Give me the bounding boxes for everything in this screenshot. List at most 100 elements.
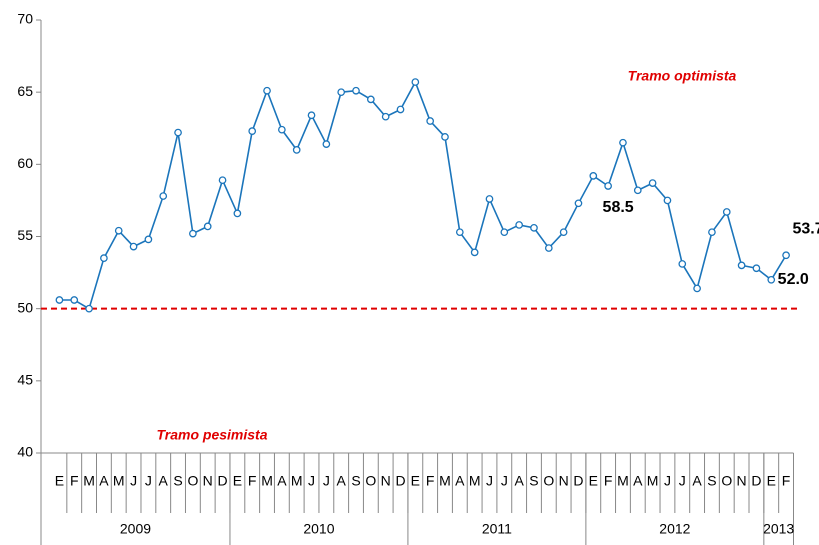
x-tick-label: E bbox=[589, 473, 598, 489]
x-tick-label: O bbox=[365, 473, 376, 489]
data-point bbox=[396, 105, 405, 114]
x-tick-label: A bbox=[692, 473, 702, 489]
data-point bbox=[470, 248, 479, 257]
x-tick-label: N bbox=[381, 473, 391, 489]
data-point bbox=[248, 127, 257, 135]
data-point bbox=[278, 125, 286, 134]
x-tick-label: J bbox=[145, 473, 152, 489]
x-tick-label: M bbox=[291, 473, 303, 489]
x-tick-label: E bbox=[233, 473, 242, 489]
data-point bbox=[678, 260, 687, 268]
x-tick-label: D bbox=[573, 473, 583, 489]
x-tick-label: M bbox=[83, 473, 95, 489]
data-point bbox=[114, 226, 123, 235]
data-point bbox=[366, 95, 375, 104]
data-point bbox=[500, 228, 509, 237]
data-point bbox=[100, 254, 108, 262]
x-tick-label: M bbox=[617, 473, 629, 489]
x-tick-label: N bbox=[737, 473, 747, 489]
data-point bbox=[619, 138, 627, 147]
y-tick-label: 45 bbox=[17, 372, 33, 388]
data-point bbox=[263, 86, 271, 95]
annotation: Tramo optimista bbox=[628, 68, 737, 84]
data-label: 52.0 bbox=[778, 271, 809, 288]
x-tick-label: N bbox=[203, 473, 213, 489]
data-point bbox=[752, 264, 761, 273]
x-tick-label: M bbox=[647, 473, 659, 489]
x-tick-label: A bbox=[99, 473, 109, 489]
data-point bbox=[70, 296, 79, 304]
y-tick-label: 70 bbox=[17, 11, 33, 27]
x-tick-label: A bbox=[159, 473, 169, 489]
data-line bbox=[59, 80, 787, 310]
y-tick-label: 60 bbox=[17, 155, 33, 171]
data-point bbox=[767, 275, 776, 284]
x-tick-label: F bbox=[248, 473, 257, 489]
data-point bbox=[129, 242, 138, 251]
x-tick-label: E bbox=[55, 473, 64, 489]
data-point bbox=[426, 117, 435, 125]
data-point bbox=[737, 261, 746, 270]
data-point bbox=[722, 208, 731, 216]
x-tick-label: M bbox=[469, 473, 481, 489]
data-point bbox=[559, 228, 568, 237]
data-point bbox=[307, 111, 316, 120]
x-tick-label: D bbox=[751, 473, 761, 489]
x-tick-label: A bbox=[514, 473, 524, 489]
y-tick-label: 55 bbox=[17, 227, 33, 243]
x-tick-label: N bbox=[559, 473, 569, 489]
data-point bbox=[441, 133, 449, 141]
x-tick-label: S bbox=[173, 473, 182, 489]
x-tick-label: J bbox=[130, 473, 137, 489]
data-point bbox=[455, 228, 464, 237]
x-tick-label: S bbox=[351, 473, 360, 489]
data-point bbox=[589, 172, 598, 180]
data-point bbox=[633, 186, 642, 195]
y-tick-label: 50 bbox=[17, 299, 33, 315]
data-point bbox=[515, 221, 523, 229]
x-tick-label: S bbox=[529, 473, 538, 489]
data-point bbox=[530, 223, 538, 232]
data-point bbox=[693, 284, 701, 293]
data-point bbox=[782, 251, 790, 260]
x-tick-label: A bbox=[633, 473, 643, 489]
data-point bbox=[322, 140, 331, 148]
x-tick-label: J bbox=[323, 473, 330, 489]
x-tick-label: O bbox=[543, 473, 554, 489]
data-point bbox=[292, 146, 301, 154]
x-tick-label: A bbox=[455, 473, 465, 489]
y-tick-label: 40 bbox=[17, 444, 33, 460]
x-tick-label: A bbox=[277, 473, 287, 489]
year-label: 2012 bbox=[659, 521, 690, 537]
data-point bbox=[411, 78, 420, 86]
year-label: 2013 bbox=[763, 521, 794, 537]
data-point bbox=[604, 182, 612, 190]
data-point bbox=[574, 199, 583, 208]
x-tick-label: A bbox=[337, 473, 347, 489]
x-tick-label: J bbox=[679, 473, 686, 489]
data-point bbox=[174, 128, 182, 137]
x-tick-label: J bbox=[664, 473, 671, 489]
x-tick-label: M bbox=[261, 473, 273, 489]
data-point bbox=[85, 304, 93, 313]
x-tick-label: M bbox=[113, 473, 125, 489]
data-point bbox=[55, 296, 64, 304]
data-point bbox=[218, 176, 227, 185]
x-tick-label: F bbox=[426, 473, 435, 489]
data-point bbox=[352, 86, 360, 95]
x-tick-label: O bbox=[187, 473, 198, 489]
x-tick-label: S bbox=[707, 473, 716, 489]
x-tick-label: E bbox=[767, 473, 776, 489]
data-label: 58.5 bbox=[603, 199, 634, 216]
data-point bbox=[189, 229, 197, 238]
x-tick-label: D bbox=[217, 473, 227, 489]
data-point bbox=[663, 196, 672, 205]
data-point bbox=[203, 222, 212, 231]
x-tick-label: F bbox=[70, 473, 79, 489]
x-tick-label: M bbox=[439, 473, 451, 489]
data-point bbox=[544, 244, 553, 252]
x-tick-label: J bbox=[308, 473, 315, 489]
year-label: 2011 bbox=[482, 521, 512, 537]
data-point bbox=[381, 112, 390, 121]
